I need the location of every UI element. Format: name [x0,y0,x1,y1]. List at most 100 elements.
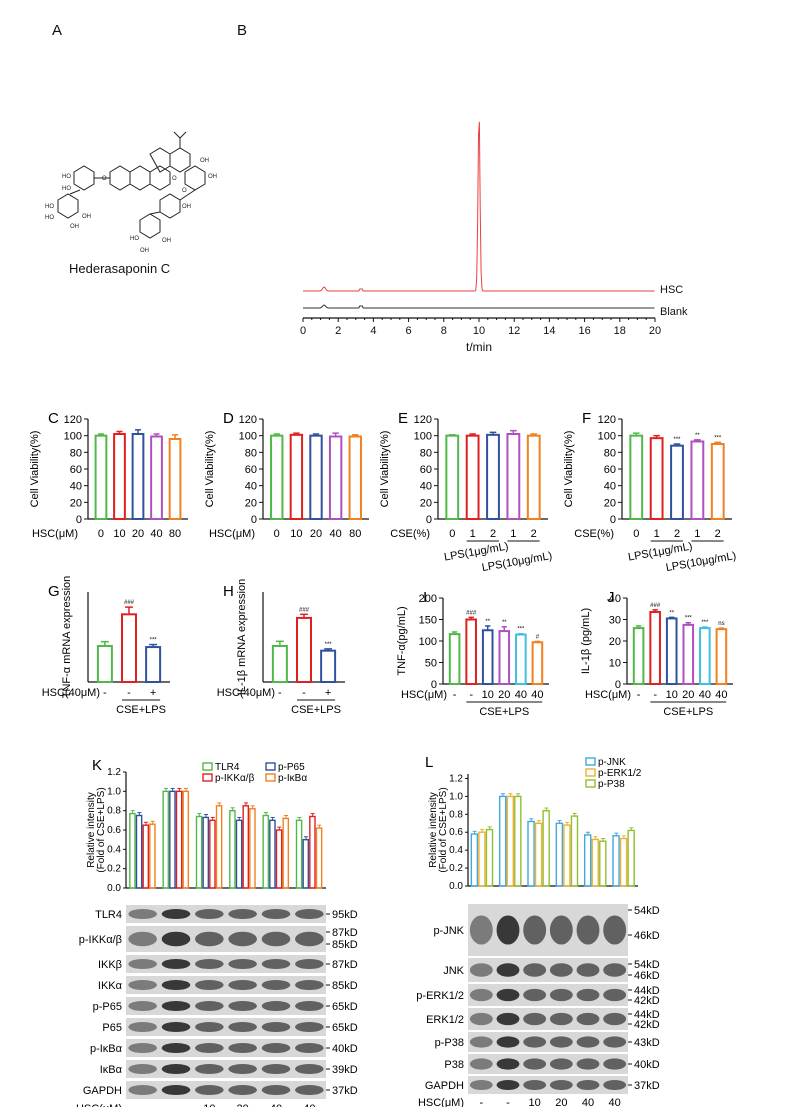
panel-c-bar [150,435,163,520]
panel-k-bar [162,790,170,889]
blot-l-band [496,1012,520,1026]
blot-l-band [523,915,547,945]
panel-d-category-label: 80 [349,528,361,540]
panel-f-y-axis-label: Cell Viability(%) [563,431,575,508]
panel-l-legend-swatch [585,768,596,777]
blot-l-band [549,1012,573,1026]
panel-j-x-prefix: HSC(μM) [585,689,631,701]
panel-e-y-tick-label: 80 [420,447,432,459]
blot-l-lane-label: 10 [529,1097,541,1107]
panel-j-group-label: CSE+LPS [663,706,713,718]
blot-l-band [469,915,493,945]
panel-k-bar [242,805,250,889]
panel-l-bar [485,828,494,887]
panel-l-bar [527,820,535,887]
blot-k-band [295,1000,324,1012]
panel-f-category-label: 2 [674,528,680,540]
panel-i-bar [465,618,477,685]
blot-l-row-label: p-P38 [435,1037,464,1049]
panel-j-y-tick-label: 10 [609,658,621,670]
panel-d-bar [289,433,304,521]
panel-d-label: D [223,410,234,427]
panel-g-group-label: CSE+LPS [116,704,166,716]
blot-k-band [261,1000,291,1012]
blot-l-band [603,963,627,977]
blot-l-band [523,1036,547,1048]
panel-i-sig-label: # [536,634,540,640]
panel-c-x-prefix: HSC(μM) [32,528,78,540]
blot-l-band [496,963,520,977]
panel-l-bar [514,795,522,887]
panel-k-y-axis-label-2: (Fold of CSE+LPS) [96,787,107,872]
panel-e-label: E [398,410,408,427]
panel-i-bar [448,633,461,685]
panel-e-y-tick-label: 100 [414,431,432,443]
panel-j-category-label: 10 [666,689,678,701]
panel-h-category-label: - [278,687,282,699]
blot-k-row-label: p-IκBα [90,1043,123,1055]
blot-l-row-label: ERK1/2 [426,1014,464,1026]
b-x-tick-label: 16 [578,325,590,337]
blot-l-row-label: P38 [444,1059,464,1071]
svg-text:OH: OH [70,224,79,230]
panel-i-y-tick-label: 0 [431,679,437,691]
panel-d-x-prefix: HSC(μM) [209,528,255,540]
svg-text:HO: HO [45,215,54,221]
blot-l-band [603,1058,627,1070]
panel-h-bar [271,645,288,683]
blot-k-band [228,1000,257,1012]
panel-g-category-label: + [150,687,156,699]
panel-d-bar [309,434,323,520]
panel-j-bar [699,627,711,685]
panel-k-legend-swatch [265,773,276,782]
panel-k-legend-swatch [202,773,213,782]
panel-g-bar [145,646,162,684]
panel-k-bar [135,814,143,889]
panel-d-y-tick-label: 0 [251,514,257,526]
blot-k-lane-label: 10 [203,1103,215,1107]
panel-k-y-tick-label: 0.0 [107,883,121,894]
panel-k-legend-label: p-P65 [278,762,305,773]
panel-j-category-label: 40 [699,689,711,701]
panel-f-y-tick-label: 60 [604,464,616,476]
panel-f-bar [710,443,725,520]
panel-j-category-label: - [637,689,641,701]
panel-j-bar [665,617,678,685]
svg-text:OH: OH [208,174,217,180]
blot-l-row-bg [468,904,628,956]
panel-k-bar [129,812,136,889]
panel-l-y-tick-label: 1.2 [449,773,463,784]
b-x-tick-label: 20 [649,325,661,337]
panel-f-y-tick-label: 20 [604,497,616,509]
blot-k-band [195,1042,224,1054]
panel-k-legend-label: p-IKKα/β [215,773,255,784]
blot-k-band [228,979,257,991]
panel-i-group-label: CSE+LPS [479,706,529,718]
panel-e-bar [486,433,500,521]
panel-j-bar [649,610,661,685]
panel-c-y-tick-label: 120 [64,414,82,426]
b-x-tick-label: 12 [508,325,520,337]
panel-f-bar [649,437,664,520]
panel-d-y-axis-label: Cell Viability(%) [204,431,216,508]
blot-l-row-label: p-ERK1/2 [416,990,464,1002]
panel-k-legend-label: p-IκBα [278,773,307,784]
panel-k-bar [249,808,256,889]
panel-e-bar [506,433,521,520]
panel-k-y-tick-label: 1.0 [107,786,121,797]
panel-f-label: F [582,410,591,427]
blot-k-row-label: TLR4 [95,909,122,921]
blot-l-band [496,1036,520,1048]
svg-text:OH: OH [182,204,191,210]
blot-l-band [576,915,600,945]
blot-l-row-label: GAPDH [425,1080,464,1092]
blot-l-band [469,988,493,1002]
panel-f-y-tick-label: 120 [598,414,616,426]
blot-l-band [523,963,547,977]
panel-l-y-tick-label: 1.0 [449,791,463,802]
panel-j-sig-label: *** [701,620,709,626]
blot-l-size-label: 37kD [634,1080,660,1092]
panel-g-category-label: - [103,687,107,699]
panel-c-category-label: 80 [169,528,181,540]
panel-e-y-tick-label: 120 [414,414,432,426]
